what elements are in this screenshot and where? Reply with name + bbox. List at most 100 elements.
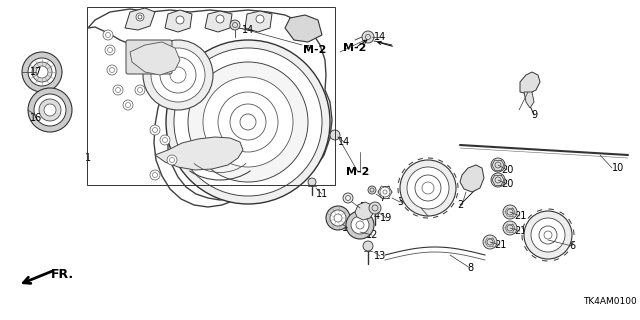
Circle shape bbox=[36, 66, 48, 78]
Circle shape bbox=[369, 202, 381, 214]
Circle shape bbox=[362, 31, 374, 43]
Circle shape bbox=[152, 127, 157, 132]
Circle shape bbox=[256, 15, 264, 23]
Text: 18: 18 bbox=[342, 223, 354, 233]
Text: 19: 19 bbox=[380, 213, 392, 223]
Circle shape bbox=[400, 160, 456, 216]
Circle shape bbox=[138, 15, 142, 19]
Circle shape bbox=[32, 62, 52, 82]
Circle shape bbox=[170, 157, 175, 163]
Polygon shape bbox=[130, 42, 180, 75]
Polygon shape bbox=[88, 9, 332, 207]
Polygon shape bbox=[524, 92, 534, 108]
Text: M-2: M-2 bbox=[303, 45, 326, 55]
Text: 4: 4 bbox=[374, 211, 380, 221]
Text: M-2: M-2 bbox=[343, 43, 367, 53]
Circle shape bbox=[230, 20, 240, 30]
Circle shape bbox=[407, 167, 449, 209]
Polygon shape bbox=[205, 11, 232, 32]
Circle shape bbox=[123, 100, 133, 110]
FancyBboxPatch shape bbox=[126, 40, 172, 74]
Circle shape bbox=[150, 170, 160, 180]
Circle shape bbox=[39, 99, 61, 121]
Circle shape bbox=[151, 48, 205, 102]
Circle shape bbox=[109, 68, 115, 73]
Circle shape bbox=[170, 67, 186, 83]
Circle shape bbox=[113, 85, 123, 95]
Text: 1: 1 bbox=[85, 153, 91, 163]
Text: 11: 11 bbox=[316, 189, 328, 199]
Circle shape bbox=[346, 211, 374, 239]
Circle shape bbox=[103, 30, 113, 40]
Circle shape bbox=[330, 130, 340, 140]
Circle shape bbox=[28, 58, 56, 86]
Text: 20: 20 bbox=[501, 179, 513, 189]
Text: TK4AM0100: TK4AM0100 bbox=[583, 298, 637, 307]
Circle shape bbox=[22, 52, 62, 92]
Polygon shape bbox=[355, 202, 374, 220]
Text: 9: 9 bbox=[531, 110, 537, 120]
Circle shape bbox=[531, 218, 565, 252]
Circle shape bbox=[136, 13, 144, 21]
Circle shape bbox=[380, 187, 390, 197]
Circle shape bbox=[150, 125, 160, 135]
Circle shape bbox=[240, 114, 256, 130]
Circle shape bbox=[160, 57, 196, 93]
Circle shape bbox=[491, 158, 505, 172]
Circle shape bbox=[160, 135, 170, 145]
Circle shape bbox=[163, 138, 168, 142]
Circle shape bbox=[343, 193, 353, 203]
Polygon shape bbox=[125, 8, 155, 30]
Text: 21: 21 bbox=[494, 240, 506, 250]
Circle shape bbox=[491, 173, 505, 187]
Circle shape bbox=[334, 214, 342, 222]
Circle shape bbox=[308, 178, 316, 186]
Circle shape bbox=[363, 241, 373, 251]
Circle shape bbox=[326, 206, 350, 230]
Circle shape bbox=[483, 235, 497, 249]
Polygon shape bbox=[155, 137, 243, 170]
Text: 14: 14 bbox=[338, 137, 350, 147]
Text: 21: 21 bbox=[514, 226, 526, 236]
Text: 10: 10 bbox=[612, 163, 624, 173]
Circle shape bbox=[174, 48, 322, 196]
Circle shape bbox=[135, 85, 145, 95]
Polygon shape bbox=[460, 165, 484, 192]
Circle shape bbox=[152, 172, 157, 178]
Text: 17: 17 bbox=[30, 67, 42, 77]
Circle shape bbox=[503, 221, 517, 235]
Text: 13: 13 bbox=[374, 251, 386, 261]
Text: 2: 2 bbox=[457, 200, 463, 210]
Text: FR.: FR. bbox=[51, 268, 74, 281]
Circle shape bbox=[138, 87, 143, 92]
Polygon shape bbox=[165, 10, 192, 32]
Circle shape bbox=[216, 15, 224, 23]
Circle shape bbox=[143, 40, 213, 110]
Circle shape bbox=[203, 77, 293, 167]
Circle shape bbox=[166, 40, 330, 204]
Text: 21: 21 bbox=[514, 211, 526, 221]
Circle shape bbox=[368, 186, 376, 194]
Text: 7: 7 bbox=[379, 193, 385, 203]
Circle shape bbox=[330, 210, 346, 226]
Circle shape bbox=[107, 65, 117, 75]
Circle shape bbox=[106, 33, 111, 37]
Circle shape bbox=[415, 175, 441, 201]
Circle shape bbox=[115, 87, 120, 92]
Text: 16: 16 bbox=[30, 113, 42, 123]
Circle shape bbox=[34, 94, 66, 126]
Circle shape bbox=[188, 62, 308, 182]
Circle shape bbox=[524, 211, 572, 259]
Circle shape bbox=[422, 182, 434, 194]
Circle shape bbox=[108, 47, 113, 52]
Text: 3: 3 bbox=[397, 197, 403, 207]
Text: M-2: M-2 bbox=[346, 167, 370, 177]
Circle shape bbox=[44, 104, 56, 116]
Text: 8: 8 bbox=[467, 263, 473, 273]
Text: 6: 6 bbox=[569, 241, 575, 251]
Polygon shape bbox=[520, 72, 540, 94]
Circle shape bbox=[539, 226, 557, 244]
Text: 14: 14 bbox=[242, 25, 254, 35]
Polygon shape bbox=[245, 11, 272, 32]
Circle shape bbox=[176, 16, 184, 24]
